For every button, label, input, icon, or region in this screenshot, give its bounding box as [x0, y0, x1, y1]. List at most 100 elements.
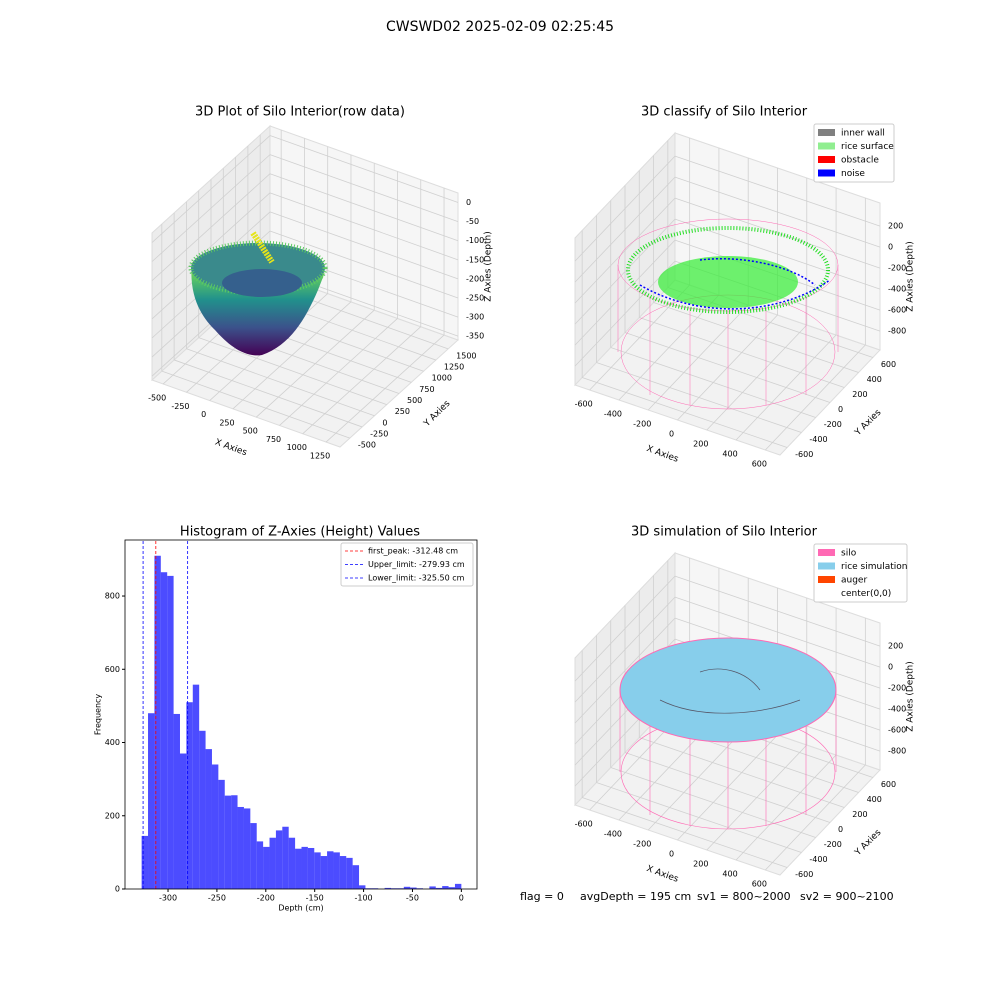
y-tick-label: 400 [867, 375, 882, 384]
bar [314, 852, 321, 889]
bar [231, 795, 238, 889]
y-tick-label: 200 [852, 390, 867, 399]
z-tick-label: -50 [466, 217, 479, 226]
x-tick-label: 400 [722, 870, 737, 879]
grid-line [639, 317, 845, 388]
bar [307, 847, 315, 889]
y-axis-label: Frequency [94, 694, 103, 736]
grid-line [151, 173, 271, 282]
point-cloud [658, 256, 798, 308]
z-tick-label: -800 [888, 327, 906, 336]
grid-line [610, 347, 816, 418]
grid-line [151, 135, 271, 243]
grid-line [674, 596, 881, 668]
legend-box [813, 543, 908, 603]
y-tick-label: 800 [105, 592, 120, 601]
y-tick-label: 250 [395, 407, 410, 416]
z-tick-label: -600 [888, 306, 906, 315]
y-tick-label: 0 [115, 885, 120, 894]
bar [237, 806, 244, 889]
bar [173, 713, 180, 889]
y-tick-label: -200 [824, 840, 842, 849]
point-cloud [222, 269, 302, 297]
x-axis-label: X Axies [645, 444, 680, 465]
grid-line [574, 239, 676, 346]
grid-line [186, 348, 375, 417]
footer-text: sv1 = 800~2000 [697, 890, 791, 903]
bar [435, 887, 443, 889]
legend-swatch [818, 576, 835, 583]
legend-label: obstacle [841, 156, 879, 166]
bar [403, 886, 411, 889]
legend-label: center(0,0) [841, 589, 891, 599]
bar [275, 830, 283, 889]
bar [199, 730, 206, 889]
bar [148, 713, 155, 889]
y-tick-label: 400 [867, 795, 882, 804]
bar [384, 887, 392, 889]
point-cloud [626, 226, 830, 314]
x-tick-label: 200 [693, 860, 708, 869]
bar [429, 886, 436, 889]
bar [167, 575, 174, 889]
x-tick-label: 250 [219, 418, 234, 427]
legend-swatch [818, 562, 835, 570]
x-tick-label: 0 [459, 894, 464, 903]
grid-line [574, 197, 676, 304]
grid-line [674, 176, 881, 248]
footer-text: sv2 = 900~2100 [800, 890, 894, 903]
x-tick-label: 600 [752, 880, 767, 889]
point-clouds [188, 218, 839, 830]
subplot-title: 3D classify of Silo Interior [641, 105, 808, 120]
y-tick-label: 1250 [444, 363, 464, 372]
legend-label: rice simulation [841, 562, 907, 572]
z-tick-label: -250 [466, 294, 484, 303]
bar [154, 555, 161, 889]
legend-swatch [818, 156, 835, 163]
y-tick-label: 0 [838, 825, 843, 834]
y-tick-label: 600 [105, 665, 120, 674]
y-axis-label: Y Axies [422, 399, 453, 430]
grid-line [269, 154, 459, 223]
legend-label: first_peak: -312.48 cm [368, 547, 458, 556]
x-tick-label: -150 [306, 894, 324, 903]
x-tick-label: -200 [257, 894, 275, 903]
z-tick-label: -200 [888, 264, 906, 273]
point-cloud [639, 257, 831, 310]
bar [327, 851, 334, 889]
legend-label: Lower_limit: -325.50 cm [368, 574, 465, 583]
grid-line [151, 192, 271, 301]
z-tick-label: -200 [888, 684, 906, 693]
y-tick-label: 750 [419, 385, 434, 394]
x-tick-label: -400 [604, 830, 622, 839]
bar [141, 835, 149, 889]
z-tick-label: -400 [888, 285, 906, 294]
bar [186, 702, 193, 889]
y-tick-label: -600 [795, 870, 813, 879]
bar [192, 684, 200, 889]
x-tick-label: -200 [633, 420, 651, 429]
rice-simulation [619, 637, 837, 743]
bar [352, 865, 360, 889]
legend-label: Upper_limit: -279.93 cm [368, 560, 465, 569]
x-tick-label: -300 [159, 894, 177, 903]
footer-text: flag = 0 [520, 890, 564, 903]
y-tick-label: 1000 [432, 374, 452, 383]
bar [269, 837, 276, 889]
point-cloud [250, 231, 275, 264]
bar [442, 886, 449, 889]
bar [346, 857, 353, 889]
grid-line [610, 767, 816, 838]
bar [205, 749, 212, 889]
legend-label: auger [841, 576, 867, 586]
grid-line [582, 377, 788, 448]
grid-line [596, 782, 802, 853]
x-tick-label: 0 [201, 410, 206, 419]
legend-label: inner wall [841, 129, 885, 139]
grid-line [574, 260, 676, 367]
bar [359, 885, 366, 889]
subplot-title: 3D simulation of Silo Interior [631, 525, 818, 540]
grid-line [269, 230, 459, 299]
x-tick-label: -400 [604, 410, 622, 419]
